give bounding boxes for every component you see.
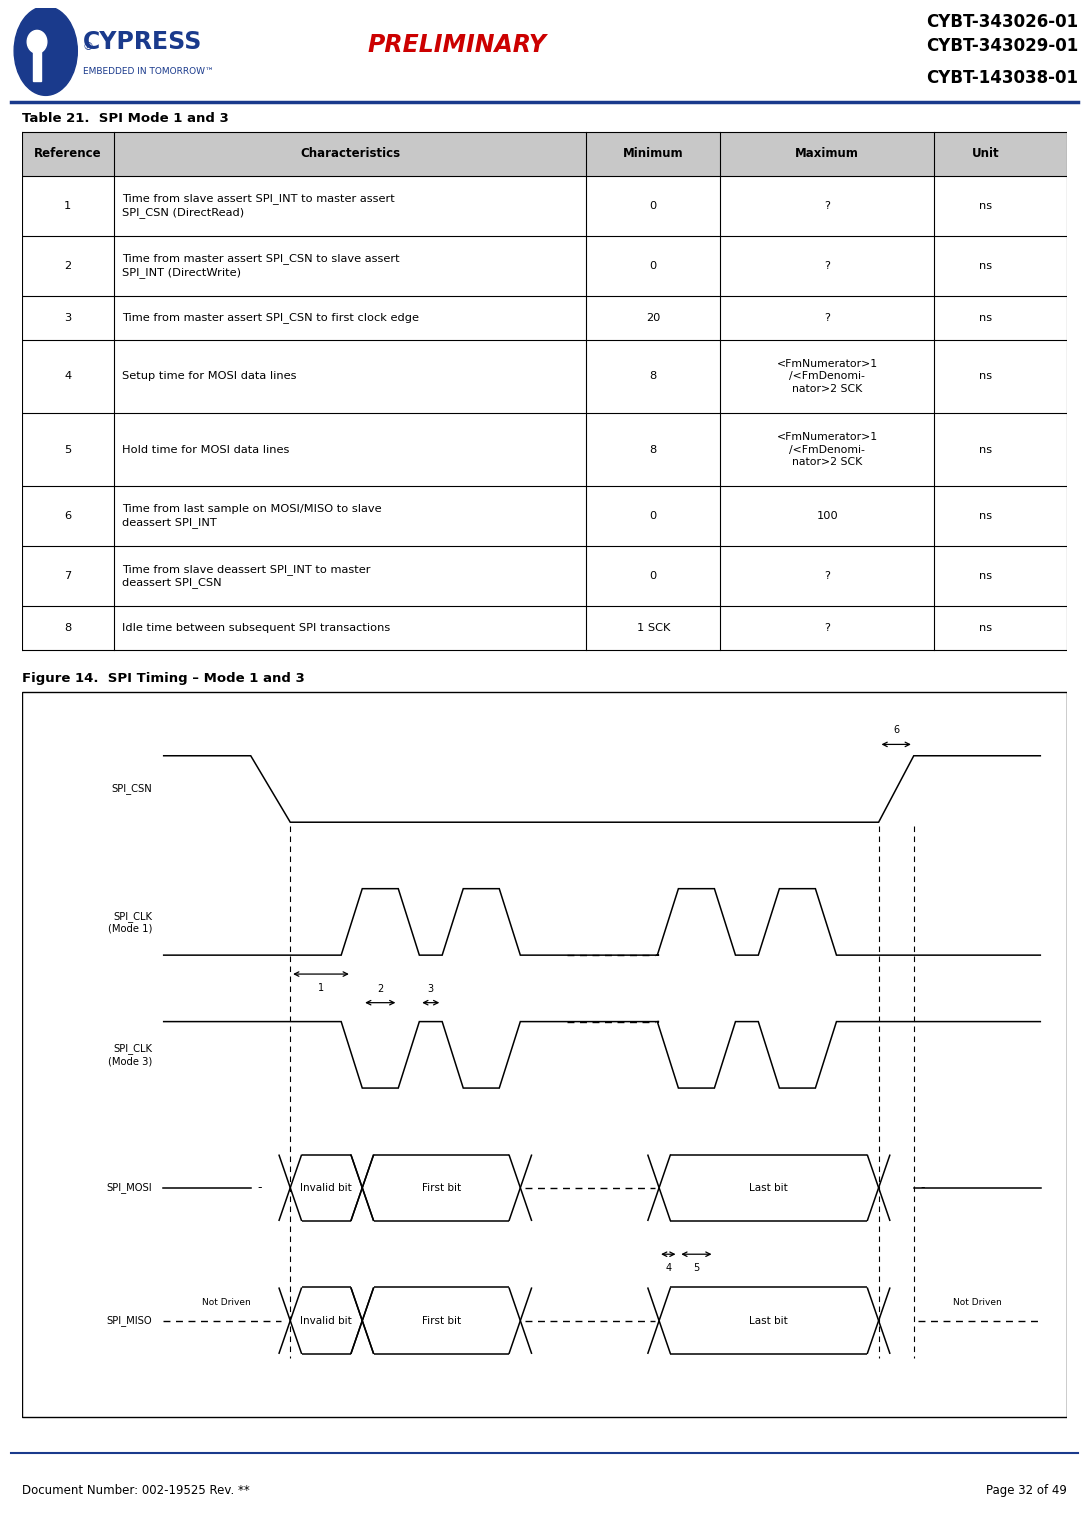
Text: First bit: First bit xyxy=(421,1183,461,1193)
Text: 4: 4 xyxy=(64,371,72,382)
Text: 8: 8 xyxy=(650,444,657,454)
Text: Page 32 of 49: Page 32 of 49 xyxy=(987,1484,1067,1497)
Bar xyxy=(33,46,41,81)
Text: 1 SCK: 1 SCK xyxy=(637,623,670,632)
Text: Reference: Reference xyxy=(34,147,101,160)
Text: ns: ns xyxy=(979,201,992,211)
Bar xyxy=(22,486,1067,546)
Text: Time from slave deassert SPI_INT to master
deassert SPI_CSN: Time from slave deassert SPI_INT to mast… xyxy=(122,564,370,588)
Text: Figure 14.  SPI Timing – Mode 1 and 3: Figure 14. SPI Timing – Mode 1 and 3 xyxy=(22,672,305,686)
Bar xyxy=(22,236,1067,295)
Text: 6: 6 xyxy=(64,511,72,521)
Text: CYBT-143038-01: CYBT-143038-01 xyxy=(926,70,1078,87)
Text: ns: ns xyxy=(979,313,992,322)
Text: 2: 2 xyxy=(64,260,72,271)
Text: 3: 3 xyxy=(428,983,433,994)
Text: 0: 0 xyxy=(650,511,657,521)
Ellipse shape xyxy=(14,6,77,96)
Text: 2: 2 xyxy=(377,983,383,994)
Text: SPI_CLK
(Mode 1): SPI_CLK (Mode 1) xyxy=(108,910,152,933)
Text: 4: 4 xyxy=(665,1263,671,1274)
Text: -: - xyxy=(920,1181,925,1195)
Ellipse shape xyxy=(27,30,47,53)
Text: 1: 1 xyxy=(64,201,72,211)
Text: 8: 8 xyxy=(650,371,657,382)
Bar xyxy=(22,340,1067,413)
Text: Minimum: Minimum xyxy=(623,147,684,160)
Text: Not Driven: Not Driven xyxy=(953,1298,1002,1307)
Text: <FmNumerator>1
/<FmDenomi-
nator>2 SCK: <FmNumerator>1 /<FmDenomi- nator>2 SCK xyxy=(776,359,878,394)
Text: Time from last sample on MOSI/MISO to slave
deassert SPI_INT: Time from last sample on MOSI/MISO to sl… xyxy=(122,505,382,527)
Text: Idle time between subsequent SPI transactions: Idle time between subsequent SPI transac… xyxy=(122,623,390,632)
Text: Table 21.  SPI Mode 1 and 3: Table 21. SPI Mode 1 and 3 xyxy=(22,112,229,125)
Bar xyxy=(22,132,1067,176)
Text: 0: 0 xyxy=(650,201,657,211)
Text: 100: 100 xyxy=(817,511,839,521)
Bar xyxy=(22,295,1067,340)
Text: 1: 1 xyxy=(318,983,325,993)
Text: Characteristics: Characteristics xyxy=(299,147,400,160)
Text: Last bit: Last bit xyxy=(749,1316,788,1325)
Text: SPI_MISO: SPI_MISO xyxy=(107,1315,152,1325)
Text: 5: 5 xyxy=(694,1263,699,1274)
Text: Time from slave assert SPI_INT to master assert
SPI_CSN (DirectRead): Time from slave assert SPI_INT to master… xyxy=(122,193,395,217)
Text: 20: 20 xyxy=(646,313,660,322)
Text: Invalid bit: Invalid bit xyxy=(301,1183,352,1193)
Bar xyxy=(22,176,1067,236)
Text: 8: 8 xyxy=(64,623,72,632)
Text: CYBT-343026-01: CYBT-343026-01 xyxy=(926,12,1078,30)
Text: ?: ? xyxy=(824,260,830,271)
Text: 7: 7 xyxy=(64,572,72,581)
Text: Maximum: Maximum xyxy=(795,147,859,160)
Text: SPI_MOSI: SPI_MOSI xyxy=(107,1183,152,1193)
Text: ?: ? xyxy=(824,623,830,632)
Text: ?: ? xyxy=(824,201,830,211)
Text: Time from master assert SPI_CSN to first clock edge: Time from master assert SPI_CSN to first… xyxy=(122,312,419,324)
Text: PRELIMINARY: PRELIMINARY xyxy=(368,33,547,56)
Text: ®: ® xyxy=(83,41,94,52)
Text: -: - xyxy=(257,1181,261,1195)
Text: 6: 6 xyxy=(893,725,900,736)
Text: ns: ns xyxy=(979,444,992,454)
Text: 0: 0 xyxy=(650,260,657,271)
Text: Time from master assert SPI_CSN to slave assert
SPI_INT (DirectWrite): Time from master assert SPI_CSN to slave… xyxy=(122,254,400,278)
Text: CYBT-343029-01: CYBT-343029-01 xyxy=(926,36,1078,55)
Text: Invalid bit: Invalid bit xyxy=(301,1316,352,1325)
Text: ns: ns xyxy=(979,371,992,382)
Text: Hold time for MOSI data lines: Hold time for MOSI data lines xyxy=(122,444,290,454)
Text: ns: ns xyxy=(979,260,992,271)
Text: 0: 0 xyxy=(650,572,657,581)
Bar xyxy=(22,413,1067,486)
Text: ?: ? xyxy=(824,313,830,322)
Text: Last bit: Last bit xyxy=(749,1183,788,1193)
Text: 5: 5 xyxy=(64,444,72,454)
Text: SPI_CSN: SPI_CSN xyxy=(112,783,152,795)
Text: <FmNumerator>1
/<FmDenomi-
nator>2 SCK: <FmNumerator>1 /<FmDenomi- nator>2 SCK xyxy=(776,432,878,467)
Text: SPI_CLK
(Mode 3): SPI_CLK (Mode 3) xyxy=(108,1044,152,1066)
Bar xyxy=(22,606,1067,651)
Text: 3: 3 xyxy=(64,313,72,322)
Text: ns: ns xyxy=(979,572,992,581)
Text: ns: ns xyxy=(979,511,992,521)
Text: ns: ns xyxy=(979,623,992,632)
Text: EMBEDDED IN TOMORROW™: EMBEDDED IN TOMORROW™ xyxy=(83,67,213,76)
Text: Document Number: 002-19525 Rev. **: Document Number: 002-19525 Rev. ** xyxy=(22,1484,249,1497)
Text: Setup time for MOSI data lines: Setup time for MOSI data lines xyxy=(122,371,296,382)
Text: ?: ? xyxy=(824,572,830,581)
Text: Unit: Unit xyxy=(971,147,1000,160)
Text: CYPRESS: CYPRESS xyxy=(83,30,203,53)
Text: Not Driven: Not Driven xyxy=(203,1298,250,1307)
Text: First bit: First bit xyxy=(421,1316,461,1325)
Bar xyxy=(22,546,1067,606)
